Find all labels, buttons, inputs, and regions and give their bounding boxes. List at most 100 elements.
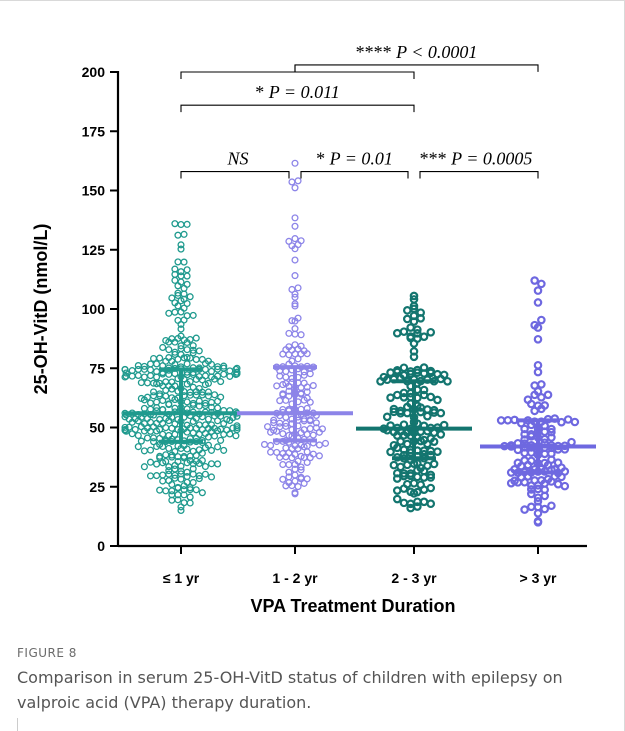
data-point	[183, 468, 191, 476]
data-point	[392, 328, 402, 338]
x-tick-label: > 3 yr	[520, 570, 558, 586]
data-point	[300, 371, 308, 379]
data-point	[143, 379, 152, 387]
data-point	[168, 385, 176, 393]
data-point	[533, 323, 543, 332]
data-point	[165, 417, 173, 425]
data-point	[168, 480, 176, 489]
data-point	[285, 387, 293, 395]
data-point	[165, 444, 173, 452]
data-point	[294, 445, 302, 453]
data-point	[134, 443, 142, 451]
data-point	[315, 452, 323, 460]
p-value-text: P = 0.01	[329, 149, 393, 169]
data-point	[162, 386, 170, 394]
data-point	[520, 448, 529, 458]
data-point	[220, 430, 228, 438]
data-point	[180, 482, 188, 490]
data-point	[300, 396, 308, 404]
data-point	[177, 241, 185, 249]
data-point	[171, 465, 179, 473]
data-point	[177, 297, 185, 305]
data-point	[214, 443, 222, 451]
data-point	[177, 268, 185, 276]
data-point	[288, 178, 296, 186]
data-point	[189, 478, 197, 487]
data-point	[294, 177, 302, 185]
y-tick-label: 200	[82, 64, 106, 80]
data-point	[140, 396, 148, 404]
data-point	[306, 417, 314, 425]
data-point	[153, 360, 161, 368]
data-point	[134, 365, 142, 373]
data-point	[436, 408, 446, 418]
data-point	[291, 317, 299, 325]
data-point	[226, 416, 234, 424]
data-point	[189, 311, 197, 319]
data-point	[174, 282, 182, 290]
data-point	[291, 293, 299, 301]
data-point	[198, 449, 206, 457]
data-point	[214, 404, 222, 412]
data-point	[533, 517, 543, 527]
data-point	[537, 380, 546, 389]
data-point	[303, 458, 311, 467]
data-point	[423, 405, 432, 414]
data-point	[537, 393, 546, 402]
significance-stars: *	[255, 82, 269, 102]
data-point	[560, 481, 570, 491]
data-point	[232, 432, 240, 440]
data-point	[168, 424, 176, 432]
significance-bracket	[180, 71, 415, 79]
data-point	[399, 363, 409, 373]
data-point	[399, 327, 409, 336]
data-point	[168, 487, 176, 495]
significance-bracket	[300, 170, 409, 179]
data-point	[537, 279, 546, 289]
data-point	[436, 374, 446, 384]
data-point	[285, 461, 293, 469]
data-point	[399, 484, 409, 493]
data-point	[153, 373, 161, 381]
data-point	[220, 446, 228, 454]
data-point	[426, 368, 436, 378]
data-point	[263, 423, 272, 431]
data-point	[291, 184, 299, 192]
data-point	[426, 327, 436, 337]
data-point	[533, 360, 543, 370]
data-point	[503, 415, 513, 425]
data-point	[291, 222, 299, 230]
data-point	[386, 447, 395, 457]
data-point	[297, 331, 305, 339]
data-point	[214, 417, 222, 425]
x-axis-title: VPA Treatment Duration	[250, 596, 455, 616]
data-point	[165, 477, 173, 485]
significance-bracket	[419, 170, 539, 179]
y-tick-label: 150	[82, 183, 106, 199]
data-point	[140, 373, 148, 381]
data-point	[211, 432, 219, 440]
data-point	[423, 439, 432, 449]
data-point	[162, 451, 170, 459]
data-point	[146, 360, 155, 368]
significance-stars: ***	[420, 149, 452, 169]
data-point	[140, 362, 148, 370]
x-tick-label: 1 - 2 yr	[272, 570, 318, 586]
data-point	[419, 485, 429, 494]
data-point	[214, 427, 222, 435]
data-point	[146, 458, 155, 466]
data-point	[282, 373, 290, 381]
data-point	[419, 390, 429, 400]
data-point	[543, 390, 553, 400]
data-point	[220, 362, 228, 370]
y-tick-label: 75	[89, 360, 105, 376]
data-point	[402, 460, 412, 470]
data-point	[180, 491, 188, 499]
data-point	[204, 388, 213, 396]
data-point	[171, 396, 179, 404]
data-point	[288, 454, 296, 462]
data-point	[297, 237, 305, 245]
data-point	[506, 468, 516, 477]
data-point	[168, 453, 176, 461]
data-point	[177, 503, 185, 511]
